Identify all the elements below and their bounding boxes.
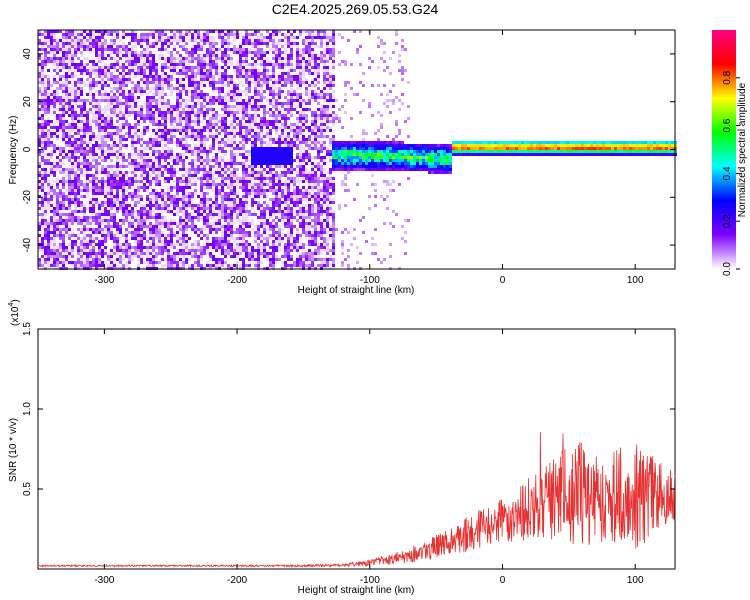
snr-y-ticks: 0.51.01.5 [22,322,675,496]
snr-multiplier: (x104) [8,299,21,326]
snr-x-ticks: -300 -200 -100 0 100 [94,329,644,586]
snr-multiplier-exp: 4 [8,303,15,307]
spectrogram-x-label: Height of straight line (km) [298,285,415,296]
colorbar: 0.00.20.40.60.8 Normalized spectral ampl… [712,30,748,276]
snr-y-label: SNR (10 * v/v) [8,418,19,482]
snr-frame [37,328,676,570]
snr-panel: -300 -200 -100 0 100 0.51.01.5 Height of str… [8,299,676,596]
figure-title: C2E4.2025.269.05.53.G24 [272,1,439,17]
spectrogram-x-ticks: -300 -200 -100 0 100 [94,30,644,286]
colorbar-label: Normalized spectral amplitude [737,82,748,217]
snr-x-label: Height of straight line (km) [298,585,415,596]
colorbar-gradient [712,30,736,269]
spectrogram-cells [38,30,677,270]
snr-multiplier-base: (x104) [8,299,21,326]
snr-multiplier-text: (x10 [10,306,21,326]
colorbar-ticks: 0.00.20.40.60.8 [722,70,740,276]
snr-series-line [37,432,676,569]
spectrogram-y-label: Frequency (Hz) [8,116,19,185]
